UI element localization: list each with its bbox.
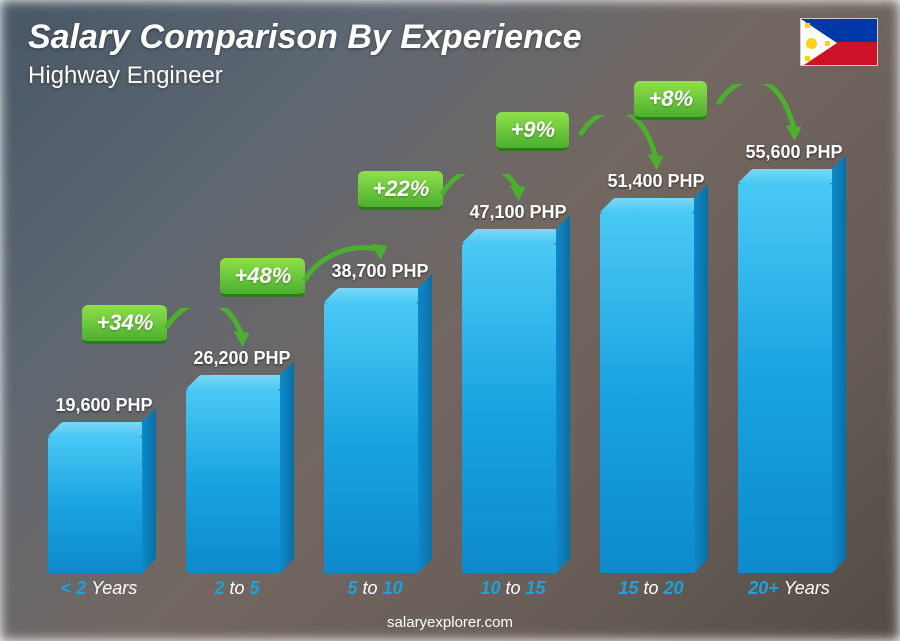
percent-increase-badge: +9% — [496, 112, 569, 151]
page-title: Salary Comparison By Experience — [28, 18, 582, 57]
bar — [600, 212, 694, 573]
salary-bar-chart: 19,600 PHP< 2 Years26,200 PHP2 to 5+34%3… — [30, 59, 860, 599]
bar-value-label: 19,600 PHP — [30, 395, 178, 416]
percent-increase-badge: +34% — [82, 305, 167, 344]
content-layer: Salary Comparison By Experience Highway … — [0, 0, 900, 641]
bar — [324, 302, 418, 573]
increase-arrow-icon — [570, 115, 677, 200]
bar — [462, 243, 556, 573]
bar-category-label: < 2 Years — [30, 578, 168, 599]
footer-site-label: salaryexplorer.com — [0, 614, 900, 631]
increase-arrow-icon — [432, 174, 539, 231]
increase-arrow-icon — [156, 308, 263, 377]
bar-category-label: 20+ Years — [720, 578, 858, 599]
bar — [48, 436, 142, 573]
bar-category-label: 15 to 20 — [582, 578, 720, 599]
increase-arrow-icon — [294, 240, 401, 311]
percent-increase-badge: +48% — [220, 258, 305, 297]
bar-category-label: 2 to 5 — [168, 578, 306, 599]
bar-category-label: 10 to 15 — [444, 578, 582, 599]
increase-arrow-icon — [708, 84, 815, 171]
bar — [186, 389, 280, 573]
bar — [738, 183, 832, 573]
percent-increase-badge: +22% — [358, 171, 443, 210]
percent-increase-badge: +8% — [634, 81, 707, 120]
bar-category-label: 5 to 10 — [306, 578, 444, 599]
